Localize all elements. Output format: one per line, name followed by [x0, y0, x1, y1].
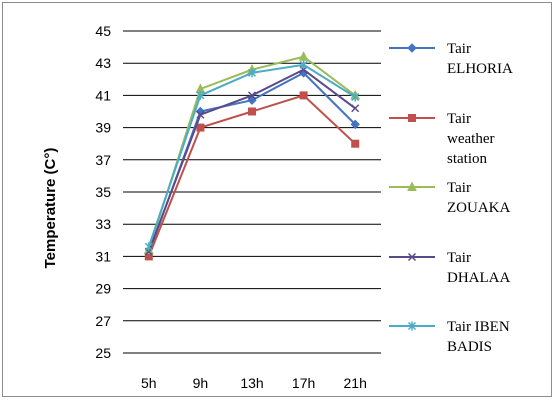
- y-tick-label: 25: [95, 345, 111, 361]
- y-tick-label: 29: [95, 281, 111, 297]
- legend-label: Tair: [447, 250, 471, 266]
- series-3: [143, 51, 361, 254]
- y-tick-label: 39: [95, 120, 111, 136]
- legend-label: weather: [447, 131, 494, 147]
- series-5: [144, 60, 360, 252]
- y-tick-label: 27: [95, 313, 111, 329]
- x-tick-label: 13h: [240, 375, 263, 391]
- y-tick-label: 33: [95, 216, 111, 232]
- legend-entry: Tair ZOUAKA: [389, 180, 510, 216]
- legend-swatch-marker: [408, 114, 416, 122]
- legend-label: ZOUAKA: [447, 200, 510, 216]
- line-chart: 25 27 29 31 33 35 37 39 41 43 45 5h 9h 13h 17h 21h Tai…: [42, 23, 513, 391]
- legend-label: Tair IBEN: [447, 319, 510, 335]
- legend-label: station: [447, 151, 487, 167]
- chart-frame: 25 27 29 31 33 35 37 39 41 43 45 5h 9h 13h 17h 21h Tai…: [2, 2, 552, 397]
- legend-swatch-marker: [407, 43, 417, 53]
- legend-swatch-marker: [407, 252, 417, 262]
- legend-label: Tair: [447, 111, 471, 127]
- data-point: [351, 104, 360, 113]
- x-tick-label: 17h: [292, 375, 315, 391]
- x-tick-label: 5h: [141, 375, 157, 391]
- data-point: [351, 92, 360, 102]
- legend-label: DHALAA: [447, 270, 510, 286]
- y-tick-label: 31: [95, 248, 111, 264]
- legend-label: ELHORIA: [447, 61, 513, 77]
- data-point: [351, 139, 360, 148]
- y-tick-label: 43: [95, 55, 111, 71]
- x-tick-label: 9h: [193, 375, 209, 391]
- y-axis-label: Temperature (C°): [42, 148, 59, 269]
- data-point: [350, 119, 360, 130]
- legend-label: BADIS: [447, 339, 492, 355]
- legend-entry: Tair weather station: [389, 111, 494, 167]
- data-point: [247, 91, 257, 100]
- legend-swatch-marker: [407, 181, 417, 191]
- y-tick-label: 41: [95, 87, 111, 103]
- data-point: [299, 60, 308, 70]
- y-tick-label: 45: [95, 23, 111, 39]
- legend-label: Tair: [447, 41, 471, 57]
- series-line: [147, 94, 356, 257]
- series-2: [144, 91, 360, 261]
- legend-label: Tair: [447, 180, 471, 196]
- y-axis-ticks: 25 27 29 31 33 35 37 39 41 43 45: [95, 23, 111, 361]
- data-point: [247, 68, 257, 78]
- legend-entry: Tair DHALAA: [389, 250, 510, 286]
- x-tick-label: 21h: [344, 375, 367, 391]
- y-tick-label: 37: [95, 152, 111, 168]
- legend-entry: Tair IBEN BADIS: [389, 319, 510, 355]
- data-point: [299, 91, 308, 100]
- x-axis-ticks: 5h 9h 13h 17h 21h: [141, 375, 367, 391]
- data-point: [144, 242, 153, 252]
- legend-swatch-marker: [407, 321, 417, 331]
- legend-entry: Tair ELHORIA: [389, 41, 513, 77]
- y-tick-label: 35: [95, 184, 111, 200]
- grid-lines: [123, 30, 381, 354]
- data-point: [196, 110, 205, 119]
- series-group: [143, 51, 361, 261]
- data-point: [248, 107, 256, 116]
- data-point: [298, 51, 309, 61]
- legend: TairELHORIATairweatherstationTairZOUAKAT…: [389, 41, 513, 355]
- data-point: [196, 123, 205, 132]
- data-point: [196, 90, 205, 100]
